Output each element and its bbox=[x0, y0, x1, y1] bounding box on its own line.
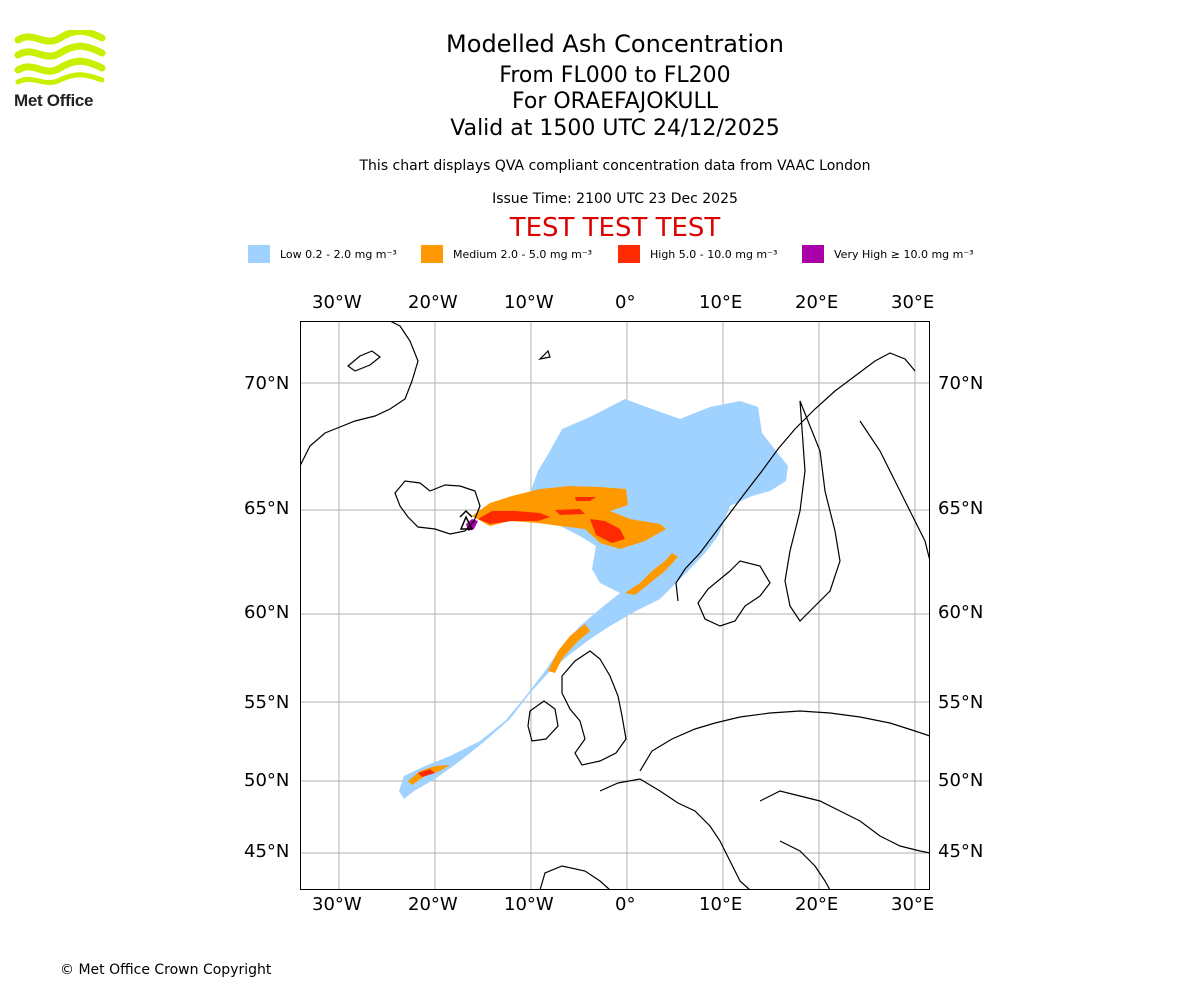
lon-tick-bottom-20e: 20°E bbox=[795, 894, 839, 915]
legend-item-very-high: Very High ≥ 10.0 mg m⁻³ bbox=[802, 244, 974, 264]
lon-tick-top-10w: 10°W bbox=[504, 292, 554, 313]
legend-label-low: Low 0.2 - 2.0 mg m⁻³ bbox=[280, 247, 397, 261]
lat-tick-right-60n: 60°N bbox=[938, 602, 984, 623]
lon-tick-bottom-20w: 20°W bbox=[408, 894, 458, 915]
legend-swatch-low bbox=[248, 245, 270, 263]
lon-tick-top-20e: 20°E bbox=[795, 292, 839, 313]
legend-swatch-high bbox=[618, 245, 640, 263]
met-office-wave-icon bbox=[14, 27, 106, 86]
lon-tick-top-10e: 10°E bbox=[699, 292, 743, 313]
lon-tick-top-20w: 20°W bbox=[408, 292, 458, 313]
lon-tick-top-0: 0° bbox=[615, 292, 636, 313]
volcano-name: For ORAEFAJOKULL bbox=[512, 89, 718, 114]
lat-tick-right-55n: 55°N bbox=[938, 692, 984, 713]
lat-tick-left-50n: 50°N bbox=[244, 770, 290, 791]
chart-subtitle: This chart displays QVA compliant concen… bbox=[359, 158, 871, 174]
issue-time: Issue Time: 2100 UTC 23 Dec 2025 bbox=[492, 191, 738, 207]
lat-tick-right-70n: 70°N bbox=[938, 373, 984, 394]
valid-time: Valid at 1500 UTC 24/12/2025 bbox=[450, 116, 780, 141]
lat-tick-left-55n: 55°N bbox=[244, 692, 290, 713]
lat-tick-left-70n: 70°N bbox=[244, 373, 290, 394]
met-office-logo: Met Office bbox=[14, 27, 114, 114]
legend-label-high: High 5.0 - 10.0 mg m⁻³ bbox=[650, 247, 778, 261]
lon-tick-bottom-0: 0° bbox=[615, 894, 636, 915]
lon-tick-bottom-30w: 30°W bbox=[312, 894, 362, 915]
lon-tick-bottom-30e: 30°E bbox=[891, 894, 935, 915]
coastlines bbox=[299, 320, 931, 891]
legend-label-medium: Medium 2.0 - 5.0 mg m⁻³ bbox=[453, 247, 593, 261]
lon-tick-top-30e: 30°E bbox=[891, 292, 935, 313]
lat-tick-left-65n: 65°N bbox=[244, 498, 290, 519]
lat-tick-right-50n: 50°N bbox=[938, 770, 984, 791]
ash-map bbox=[299, 320, 931, 891]
chart-title: Modelled Ash Concentration bbox=[446, 30, 784, 58]
met-office-logo-text: Met Office bbox=[14, 91, 94, 110]
lon-tick-bottom-10e: 10°E bbox=[699, 894, 743, 915]
lon-tick-top-30w: 30°W bbox=[312, 292, 362, 313]
lat-tick-right-45n: 45°N bbox=[938, 841, 984, 862]
lat-tick-left-45n: 45°N bbox=[244, 841, 290, 862]
legend-label-very-high: Very High ≥ 10.0 mg m⁻³ bbox=[834, 247, 974, 261]
lat-tick-left-60n: 60°N bbox=[244, 602, 290, 623]
copyright-notice: © Met Office Crown Copyright bbox=[60, 962, 272, 978]
legend-item-medium: Medium 2.0 - 5.0 mg m⁻³ bbox=[421, 244, 592, 264]
lon-tick-bottom-10w: 10°W bbox=[504, 894, 554, 915]
ash-map-svg bbox=[299, 320, 931, 891]
test-banner: TEST TEST TEST bbox=[509, 213, 721, 243]
map-border bbox=[300, 321, 930, 890]
legend-swatch-very-high bbox=[802, 245, 824, 263]
volcano-marker-icon bbox=[459, 509, 474, 530]
legend-swatch-medium bbox=[421, 245, 443, 263]
legend-item-high: High 5.0 - 10.0 mg m⁻³ bbox=[618, 244, 777, 264]
ash-high-region bbox=[418, 497, 625, 777]
legend-item-low: Low 0.2 - 2.0 mg m⁻³ bbox=[248, 244, 397, 264]
flight-level-range: From FL000 to FL200 bbox=[499, 63, 731, 88]
lat-tick-right-65n: 65°N bbox=[938, 498, 984, 519]
